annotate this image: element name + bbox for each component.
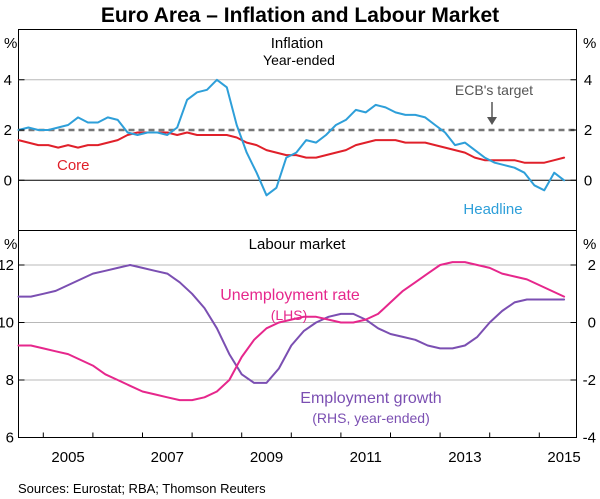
source-note: Sources: Eurostat; RBA; Thomson Reuters <box>18 481 266 496</box>
x-tick-label: 2007 <box>151 449 184 466</box>
x-tick-label: 2011 <box>350 449 382 466</box>
employment-sublabel: (RHS, year-ended) <box>312 410 430 426</box>
labour-panel-title: Labour market <box>249 236 347 253</box>
x-tick-label: 2015 <box>547 449 580 466</box>
employment-growth-line <box>17 264 566 384</box>
headline-label: Headline <box>463 201 522 218</box>
inflation-panel-title: Inflation <box>271 35 324 52</box>
headline-inflation-line <box>17 78 566 197</box>
inflation-tick-label-left: 4 <box>4 72 12 89</box>
ecb-target-label: ECB's target <box>455 82 533 98</box>
employment-label: Employment growth <box>300 390 441 407</box>
ecb-target-arrow <box>487 102 497 125</box>
labour-unit-right: % <box>583 236 596 253</box>
axis-layer: 0 0 2 2 4 4 6 8 10 12 -4 -2 0 2 2005 2007 2009 2011 2013 20… <box>0 72 596 466</box>
labour-panel: % % Labour market <box>4 230 596 438</box>
inflation-tick-label-right: 2 <box>584 122 592 139</box>
labour-tick-label-right: -4 <box>583 430 596 447</box>
grid-layer <box>18 79 577 381</box>
inflation-tick-label-left: 0 <box>4 172 12 189</box>
labour-tick-label-left: 10 <box>0 315 14 332</box>
core-label: Core <box>57 157 90 174</box>
labour-tick-label-right: 2 <box>588 257 596 274</box>
inflation-unit-right: % <box>583 35 596 52</box>
unemployment-label: Unemployment rate <box>220 287 360 304</box>
labour-tick-label-right: -2 <box>583 372 596 389</box>
x-tick-label: 2009 <box>250 449 283 466</box>
labour-tick-label-left: 8 <box>6 372 14 389</box>
series-layer <box>17 78 566 402</box>
inflation-panel-subtitle: Year-ended <box>263 52 335 68</box>
labour-tick-label-left: 12 <box>0 257 14 274</box>
core-inflation-line <box>17 131 566 164</box>
unemployment-sublabel: (LHS) <box>271 307 308 323</box>
labour-panel-frame <box>18 230 577 438</box>
x-tick-label: 2005 <box>51 449 84 466</box>
inflation-unit-left: % <box>4 35 17 52</box>
labour-unit-left: % <box>4 236 17 253</box>
chart-title: Euro Area – Inflation and Labour Market <box>101 4 499 27</box>
inflation-tick-label-right: 4 <box>584 72 592 89</box>
inflation-tick-label-right: 0 <box>584 172 592 189</box>
unemployment-rate-line <box>17 261 566 402</box>
inflation-tick-label-left: 2 <box>4 122 12 139</box>
labour-tick-label-left: 6 <box>6 430 14 447</box>
x-tick-label: 2013 <box>448 449 481 466</box>
labour-tick-label-right: 0 <box>588 315 596 332</box>
